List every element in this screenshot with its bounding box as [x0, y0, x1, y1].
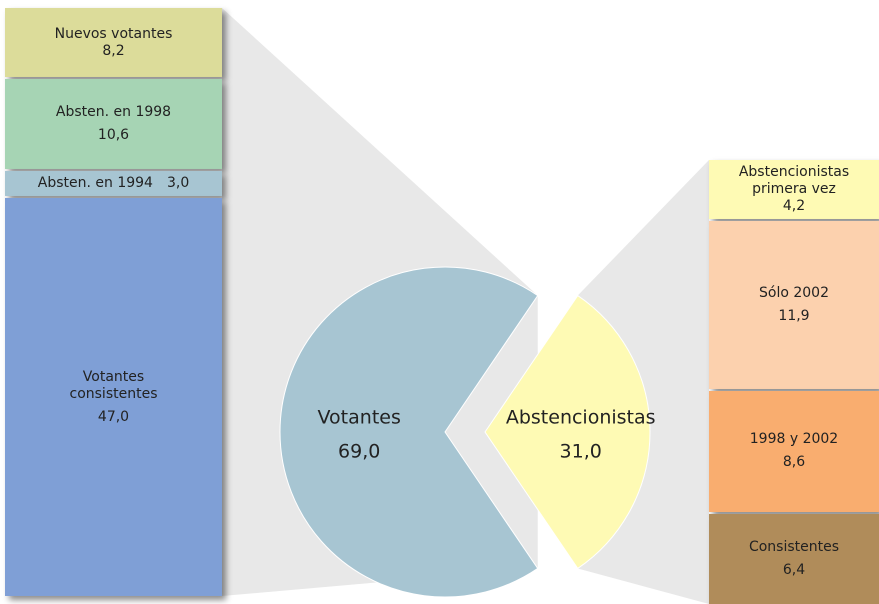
bar-segment: Absten. en 1998 10,6: [5, 79, 222, 170]
segment-label: Consistentes: [748, 539, 840, 556]
slice-label: Abstencionistas: [506, 407, 656, 429]
slice-value: 31,0: [560, 441, 602, 463]
bar-segment: Abstencionistas primera vez 4,2: [709, 160, 879, 220]
bar-segment: Nuevos votantes 8,2: [5, 8, 222, 78]
segment-value: 3,0: [166, 175, 190, 192]
segment-value: 8,6: [782, 454, 806, 471]
pie-slice: [484, 294, 651, 570]
bar-segment: Absten. en 1994 3,0: [5, 171, 222, 197]
segment-label: 1998 y 2002: [749, 431, 839, 448]
slice-value: 69,0: [338, 441, 380, 463]
segment-label: Nuevos votantes: [54, 25, 173, 42]
segment-label: Abstencionistas primera vez: [738, 164, 850, 198]
segment-label: Absten. en 1998: [55, 104, 172, 121]
segment-label: Votantes consistentes: [69, 369, 158, 402]
pie-slice: [279, 266, 539, 598]
segment-label: Absten. en 1994: [37, 175, 153, 192]
segment-value: 8,2: [102, 42, 125, 59]
segment-value: 6,4: [782, 561, 806, 578]
segment-value: 11,9: [778, 307, 810, 324]
segment-label: Sólo 2002: [759, 285, 829, 302]
segment-value: 47,0: [97, 408, 130, 425]
bar-segment: Sólo 2002 11,9: [709, 221, 879, 389]
segment-value: 4,2: [782, 197, 806, 214]
bar-segment: Consistentes 6,4: [709, 513, 879, 604]
bar-segment: 1998 y 2002 8,6: [709, 390, 879, 512]
pie: [279, 266, 651, 598]
bar-segment: Votantes consistentes 47,0: [5, 198, 222, 596]
slice-label: Votantes: [318, 407, 401, 429]
segment-value: 10,6: [97, 127, 130, 144]
